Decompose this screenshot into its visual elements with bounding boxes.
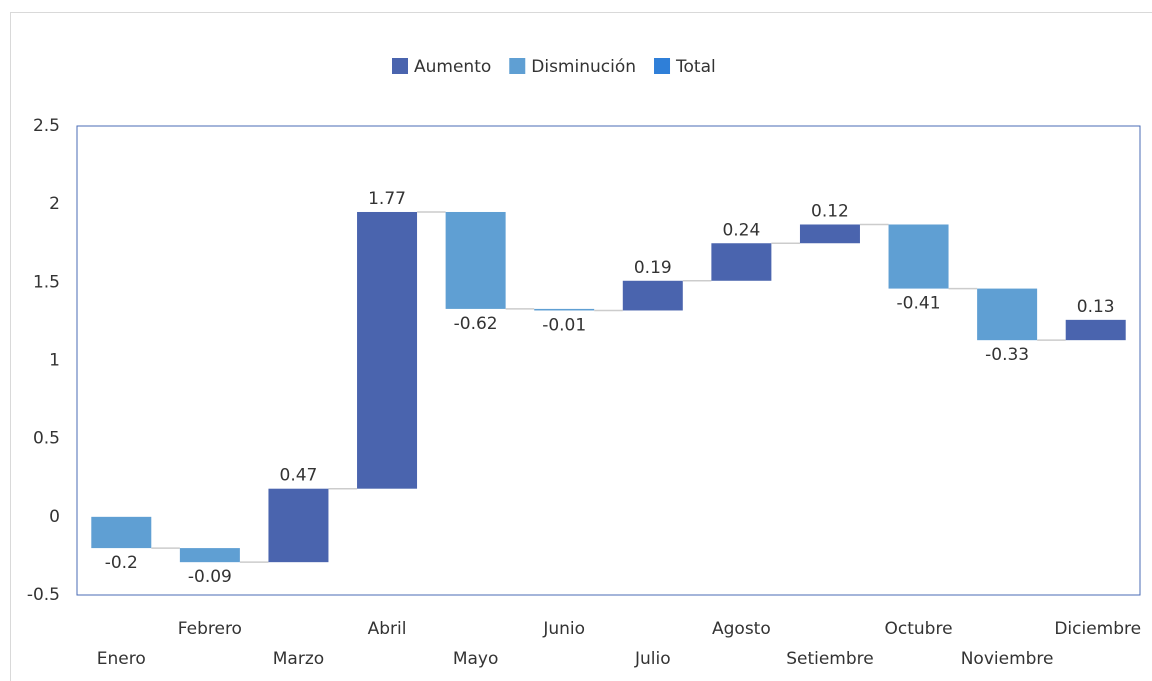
y-tick-label: 2.5 <box>33 116 60 136</box>
data-label: 0.24 <box>722 220 760 240</box>
x-tick-label: Noviembre <box>961 649 1054 669</box>
data-label: 0.19 <box>634 258 672 278</box>
y-tick-label: 0 <box>49 507 60 527</box>
data-label: -0.09 <box>188 567 232 587</box>
x-tick-label: Enero <box>97 649 146 669</box>
y-tick-label: 1.5 <box>33 272 60 292</box>
y-tick-label: 1 <box>49 351 60 371</box>
bar <box>711 243 772 281</box>
data-label: 1.77 <box>368 189 406 209</box>
plot-area <box>76 125 1141 596</box>
x-tick-label: Mayo <box>453 649 499 669</box>
bar <box>91 516 152 549</box>
x-tick-label: Junio <box>542 619 585 639</box>
data-label: 0.13 <box>1077 297 1115 317</box>
bar <box>445 211 506 309</box>
chart-frame <box>10 12 1152 681</box>
data-label: 0.47 <box>280 466 318 486</box>
y-tick-label: 2 <box>49 194 60 214</box>
bar <box>534 308 595 311</box>
y-tick-label: -0.5 <box>27 585 60 605</box>
bar <box>622 280 683 311</box>
bar <box>799 224 860 244</box>
x-tick-label: Marzo <box>273 649 324 669</box>
legend-label: Aumento <box>414 57 491 77</box>
data-label: -0.01 <box>542 315 586 335</box>
x-tick-label: Octubre <box>885 619 953 639</box>
bar <box>357 211 418 489</box>
legend-label: Total <box>675 57 716 77</box>
data-label: -0.62 <box>454 314 498 334</box>
legend-label: Disminución <box>531 57 636 77</box>
bar <box>179 548 240 563</box>
x-tick-label: Julio <box>634 649 671 669</box>
x-tick-label: Setiembre <box>786 649 874 669</box>
x-tick-label: Diciembre <box>1054 619 1141 639</box>
legend-swatch <box>509 58 526 74</box>
x-tick-label: Abril <box>368 619 407 639</box>
bar <box>888 224 949 289</box>
legend-swatch <box>392 58 408 74</box>
data-label: -0.33 <box>985 345 1029 365</box>
y-tick-label: 0.5 <box>33 429 60 449</box>
data-label: -0.2 <box>105 553 138 573</box>
legend-swatch <box>654 58 671 74</box>
x-tick-label: Agosto <box>712 619 771 639</box>
bar <box>1065 319 1126 341</box>
bar <box>977 288 1038 341</box>
bar <box>268 488 329 563</box>
data-label: -0.41 <box>897 294 941 314</box>
x-tick-label: Febrero <box>178 619 242 639</box>
data-label: 0.12 <box>811 201 849 221</box>
